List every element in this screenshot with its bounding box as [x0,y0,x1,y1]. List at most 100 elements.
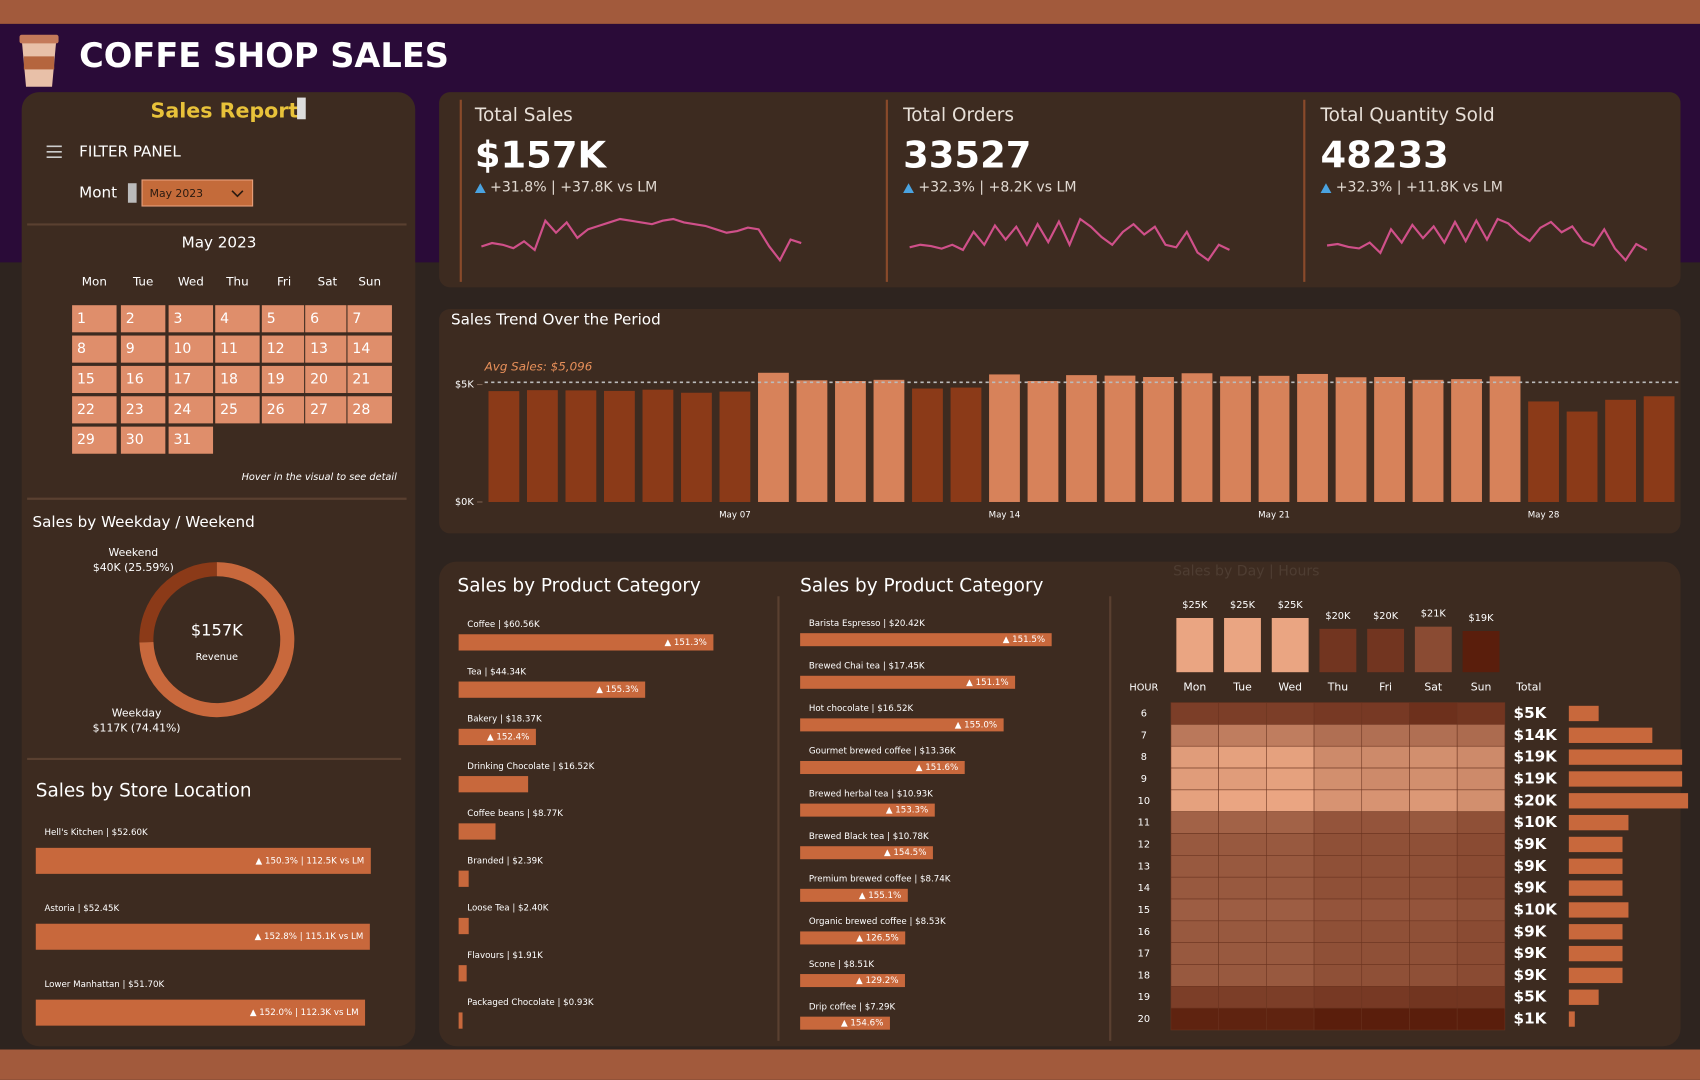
hour-total-bar [1568,924,1623,940]
heat-cell [1313,1007,1363,1031]
bar [1104,375,1136,502]
heat-cell [1218,876,1267,900]
bar [1451,379,1482,502]
calendar-day[interactable] [214,364,261,395]
hour-total-label: $10K [1514,900,1559,918]
calendar-day[interactable] [260,364,308,395]
bar [681,392,712,502]
calendar-day[interactable] [214,304,261,334]
calendar-day[interactable] [346,334,394,364]
bar [1374,377,1405,502]
calendar-day[interactable] [71,334,118,364]
calendar-day[interactable] [214,334,261,364]
calendar-day-label: 14 [352,341,370,357]
calendar-day[interactable] [260,304,308,334]
kpi-value: 48233 [1321,134,1449,177]
heat-cell [1313,898,1363,922]
heat-cell [1361,855,1410,878]
calendar-day[interactable] [304,304,351,334]
day-total-label: $20K [1325,611,1351,622]
heat-cell [1456,724,1506,747]
bar [800,888,908,902]
calendar-day-label: 16 [126,371,144,387]
calendar-day[interactable] [167,425,215,455]
bar-label: Astoria | $52.45K [44,904,119,914]
calendar-day[interactable] [304,395,351,425]
hour-total-bar [1568,814,1629,831]
bar-label: Drip coffee | $7.29K [809,1002,896,1012]
calendar-day[interactable] [71,395,118,425]
kpi-value: 33527 [903,134,1031,177]
heat-cell [1361,789,1410,812]
calendar-day[interactable] [167,304,215,334]
bar-label: Scone | $8.51K [809,960,875,970]
bar [642,389,674,502]
calendar-day[interactable] [167,395,215,425]
calendar-day-label: 10 [173,341,191,357]
day-total-label: $25K [1278,600,1304,611]
bar [35,847,371,874]
calendar-day[interactable] [119,304,167,334]
calendar-day-label: 23 [126,402,144,418]
hour-total-bar [1568,880,1623,896]
heat-cell [1456,855,1506,878]
bar [458,728,536,746]
calendar-day[interactable] [346,304,394,334]
calendar-day[interactable] [167,364,215,395]
weekday-label: Mon [82,274,107,288]
calendar-day-label: 15 [77,371,95,387]
bar [1143,377,1174,502]
heat-cell [1218,724,1267,747]
heat-cell [1266,964,1315,987]
calendar-day[interactable] [167,334,215,364]
bar-label: Bakery | $18.37K [467,715,542,725]
calendar-day[interactable] [71,364,118,395]
heat-cell [1456,898,1506,922]
day-total-bar [1319,628,1357,673]
hour-total-label: $10K [1514,813,1559,831]
calendar-day[interactable] [119,334,167,364]
bar-change: ▲ 152.8% | 115.1K vs LM [255,932,364,942]
hour-total-label: $9K [1514,944,1548,962]
bar-label: Hot chocolate | $16.52K [809,704,914,714]
calendar-day-label: 5 [267,311,276,327]
bar-label: Coffee beans | $8.77K [467,809,563,819]
day-total-label: $19K [1469,613,1495,624]
calendar-day[interactable] [71,425,118,455]
heat-cell [1218,920,1267,943]
bar [1566,411,1598,502]
heat-cell [1361,1007,1410,1031]
calendar-day-label: 12 [267,341,285,357]
calendar-day[interactable] [346,364,394,395]
weekday-label: Sat [318,274,338,288]
heat-cell [1409,767,1458,791]
calendar-day[interactable] [260,395,308,425]
hour-label: 15 [1138,905,1150,916]
calendar-day[interactable] [214,395,261,425]
calendar-day-label: 29 [77,432,95,448]
bar-change: ▲ 151.3% [664,638,706,648]
bar [835,381,866,502]
heat-cell [1313,811,1363,834]
heat-cell [1313,942,1363,965]
heat-cell [1313,767,1363,791]
calendar-day[interactable] [71,304,118,334]
calendar-day[interactable] [119,425,167,455]
heat-cell [1456,767,1506,791]
heat-cell [1409,855,1458,878]
calendar-day[interactable] [260,334,308,364]
bar-change: ▲ 152.4% [487,732,529,742]
hour-total-bar [1568,1011,1575,1027]
bar-label: Drinking Chocolate | $16.52K [467,762,594,772]
heat-cell [1313,789,1363,812]
kpi-value: $157K [475,134,608,177]
cup-band [23,56,55,70]
calendar-day[interactable] [119,364,167,395]
heat-cell [1170,833,1219,856]
hour-total-label: $9K [1514,922,1548,940]
bar-label: Brewed herbal tea | $10.93K [809,789,933,799]
calendar-day[interactable] [346,395,394,425]
calendar-day[interactable] [119,395,167,425]
heat-cell [1218,789,1267,812]
hour-total-bar [1568,989,1599,1005]
